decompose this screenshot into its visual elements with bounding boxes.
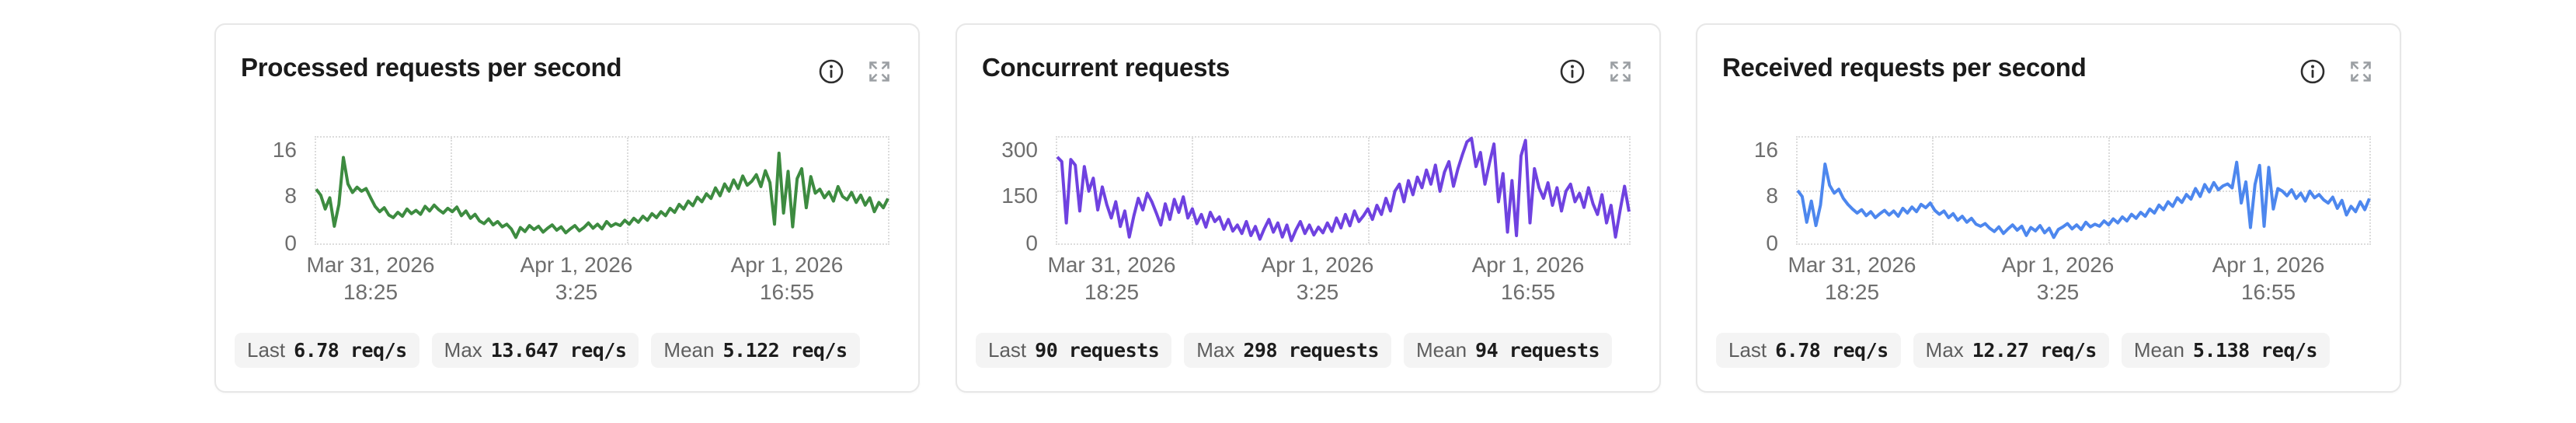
chart-card-concurrent-requests: Concurrent requests 300 150 0 Mar 31, 20…	[956, 23, 1661, 393]
expand-icon[interactable]	[1607, 58, 1634, 86]
y-axis-tick-min: 0	[1025, 231, 1038, 255]
x-tick-time: 18:25	[1084, 280, 1140, 304]
expand-icon-glyph	[1610, 61, 1631, 82]
card-actions	[2299, 58, 2375, 86]
x-tick-time: 3:25	[555, 280, 598, 304]
stat-badge-mean: Mean 5.122 req/s	[651, 333, 860, 368]
expand-icon[interactable]	[865, 58, 893, 86]
x-tick-time: 16:55	[1500, 280, 1556, 304]
y-axis-tick-max: 16	[1753, 138, 1778, 162]
gridline-vertical	[626, 138, 628, 243]
y-axis-tick-min: 0	[1766, 231, 1778, 255]
info-icon-glyph	[2300, 59, 2325, 84]
expand-icon-glyph	[869, 61, 889, 82]
chart-card-received-requests: Received requests per second 16 8 0 Mar …	[1696, 23, 2401, 393]
stat-badge-last: Last 6.78 req/s	[1716, 333, 1901, 368]
x-tick-date: Mar 31, 2026	[1788, 253, 1916, 277]
gridline-vertical	[1367, 138, 1370, 243]
card-actions	[1558, 58, 1634, 86]
x-axis-tick: Apr 1, 2026 3:25	[460, 251, 693, 306]
info-icon-glyph	[1560, 59, 1585, 84]
y-axis-tick-max: 16	[272, 138, 297, 162]
y-axis-tick-mid: 150	[1001, 184, 1038, 208]
info-icon-glyph	[819, 59, 844, 84]
x-tick-date: Apr 1, 2026	[2212, 253, 2325, 277]
expand-icon[interactable]	[2347, 58, 2375, 86]
y-axis-tick-max: 300	[1001, 138, 1038, 162]
stat-badge-mean: Mean 94 requests	[1403, 333, 1613, 368]
chart-plot-area[interactable]	[315, 136, 889, 245]
x-tick-time: 16:55	[2240, 280, 2296, 304]
gridline-vertical	[1191, 138, 1193, 243]
x-tick-time: 3:25	[2036, 280, 2080, 304]
gridline-horizontal	[1798, 191, 2369, 192]
gridline-horizontal	[1057, 191, 1629, 192]
chart-plot-area[interactable]	[1056, 136, 1631, 245]
stat-badge-max: Max 298 requests	[1184, 333, 1391, 368]
info-icon[interactable]	[1558, 58, 1586, 86]
x-tick-date: Apr 1, 2026	[1261, 253, 1374, 277]
stat-badge-mean: Mean 5.138 req/s	[2121, 333, 2330, 368]
y-axis-tick-mid: 8	[284, 184, 297, 208]
x-tick-date: Mar 31, 2026	[1047, 253, 1176, 277]
expand-icon-glyph	[2351, 61, 2371, 82]
stat-badge-last: Last 90 requests	[976, 333, 1172, 368]
x-axis-tick: Apr 1, 2026 3:25	[1941, 251, 2174, 306]
y-axis-tick-min: 0	[284, 231, 297, 255]
x-tick-date: Apr 1, 2026	[2001, 253, 2115, 277]
stat-badge-max: Max 13.647 req/s	[431, 333, 639, 368]
chart-card-processed-requests: Processed requests per second 16 8 0 Mar…	[214, 23, 920, 393]
info-icon[interactable]	[817, 58, 845, 86]
x-axis-tick: Mar 31, 2026 18:25	[1735, 251, 1969, 306]
x-tick-date: Apr 1, 2026	[520, 253, 633, 277]
line-series	[316, 138, 888, 243]
x-tick-time: 18:25	[343, 280, 399, 304]
x-axis-tick: Apr 1, 2026 16:55	[2152, 251, 2385, 306]
chart-plot-area[interactable]	[1796, 136, 2371, 245]
card-title: Concurrent requests	[982, 53, 1230, 82]
stats-row: Last 90 requests Max 298 requests Mean 9…	[976, 333, 1613, 368]
x-tick-time: 16:55	[759, 280, 815, 304]
x-axis-tick: Mar 31, 2026 18:25	[995, 251, 1228, 306]
x-tick-time: 3:25	[1296, 280, 1339, 304]
x-tick-date: Mar 31, 2026	[306, 253, 435, 277]
y-axis-tick-mid: 8	[1766, 184, 1778, 208]
stat-badge-max: Max 12.27 req/s	[1913, 333, 2109, 368]
gridline-vertical	[2108, 138, 2110, 243]
x-axis-tick: Apr 1, 2026 16:55	[670, 251, 903, 306]
line-series	[1798, 138, 2369, 243]
line-series	[1057, 138, 1629, 243]
x-tick-date: Apr 1, 2026	[730, 253, 844, 277]
x-axis-tick: Apr 1, 2026 16:55	[1412, 251, 1645, 306]
stat-badge-last: Last 6.78 req/s	[235, 333, 419, 368]
gridline-horizontal	[316, 191, 888, 192]
x-tick-date: Apr 1, 2026	[1471, 253, 1585, 277]
gridline-vertical	[1931, 138, 1934, 243]
info-icon[interactable]	[2299, 58, 2327, 86]
gridline-vertical	[450, 138, 452, 243]
stats-row: Last 6.78 req/s Max 13.647 req/s Mean 5.…	[235, 333, 860, 368]
card-title: Received requests per second	[1722, 53, 2087, 82]
x-tick-time: 18:25	[1824, 280, 1880, 304]
x-axis-tick: Mar 31, 2026 18:25	[254, 251, 487, 306]
card-actions	[817, 58, 893, 86]
x-axis-tick: Apr 1, 2026 3:25	[1201, 251, 1434, 306]
card-title: Processed requests per second	[241, 53, 622, 82]
stats-row: Last 6.78 req/s Max 12.27 req/s Mean 5.1…	[1716, 333, 2330, 368]
